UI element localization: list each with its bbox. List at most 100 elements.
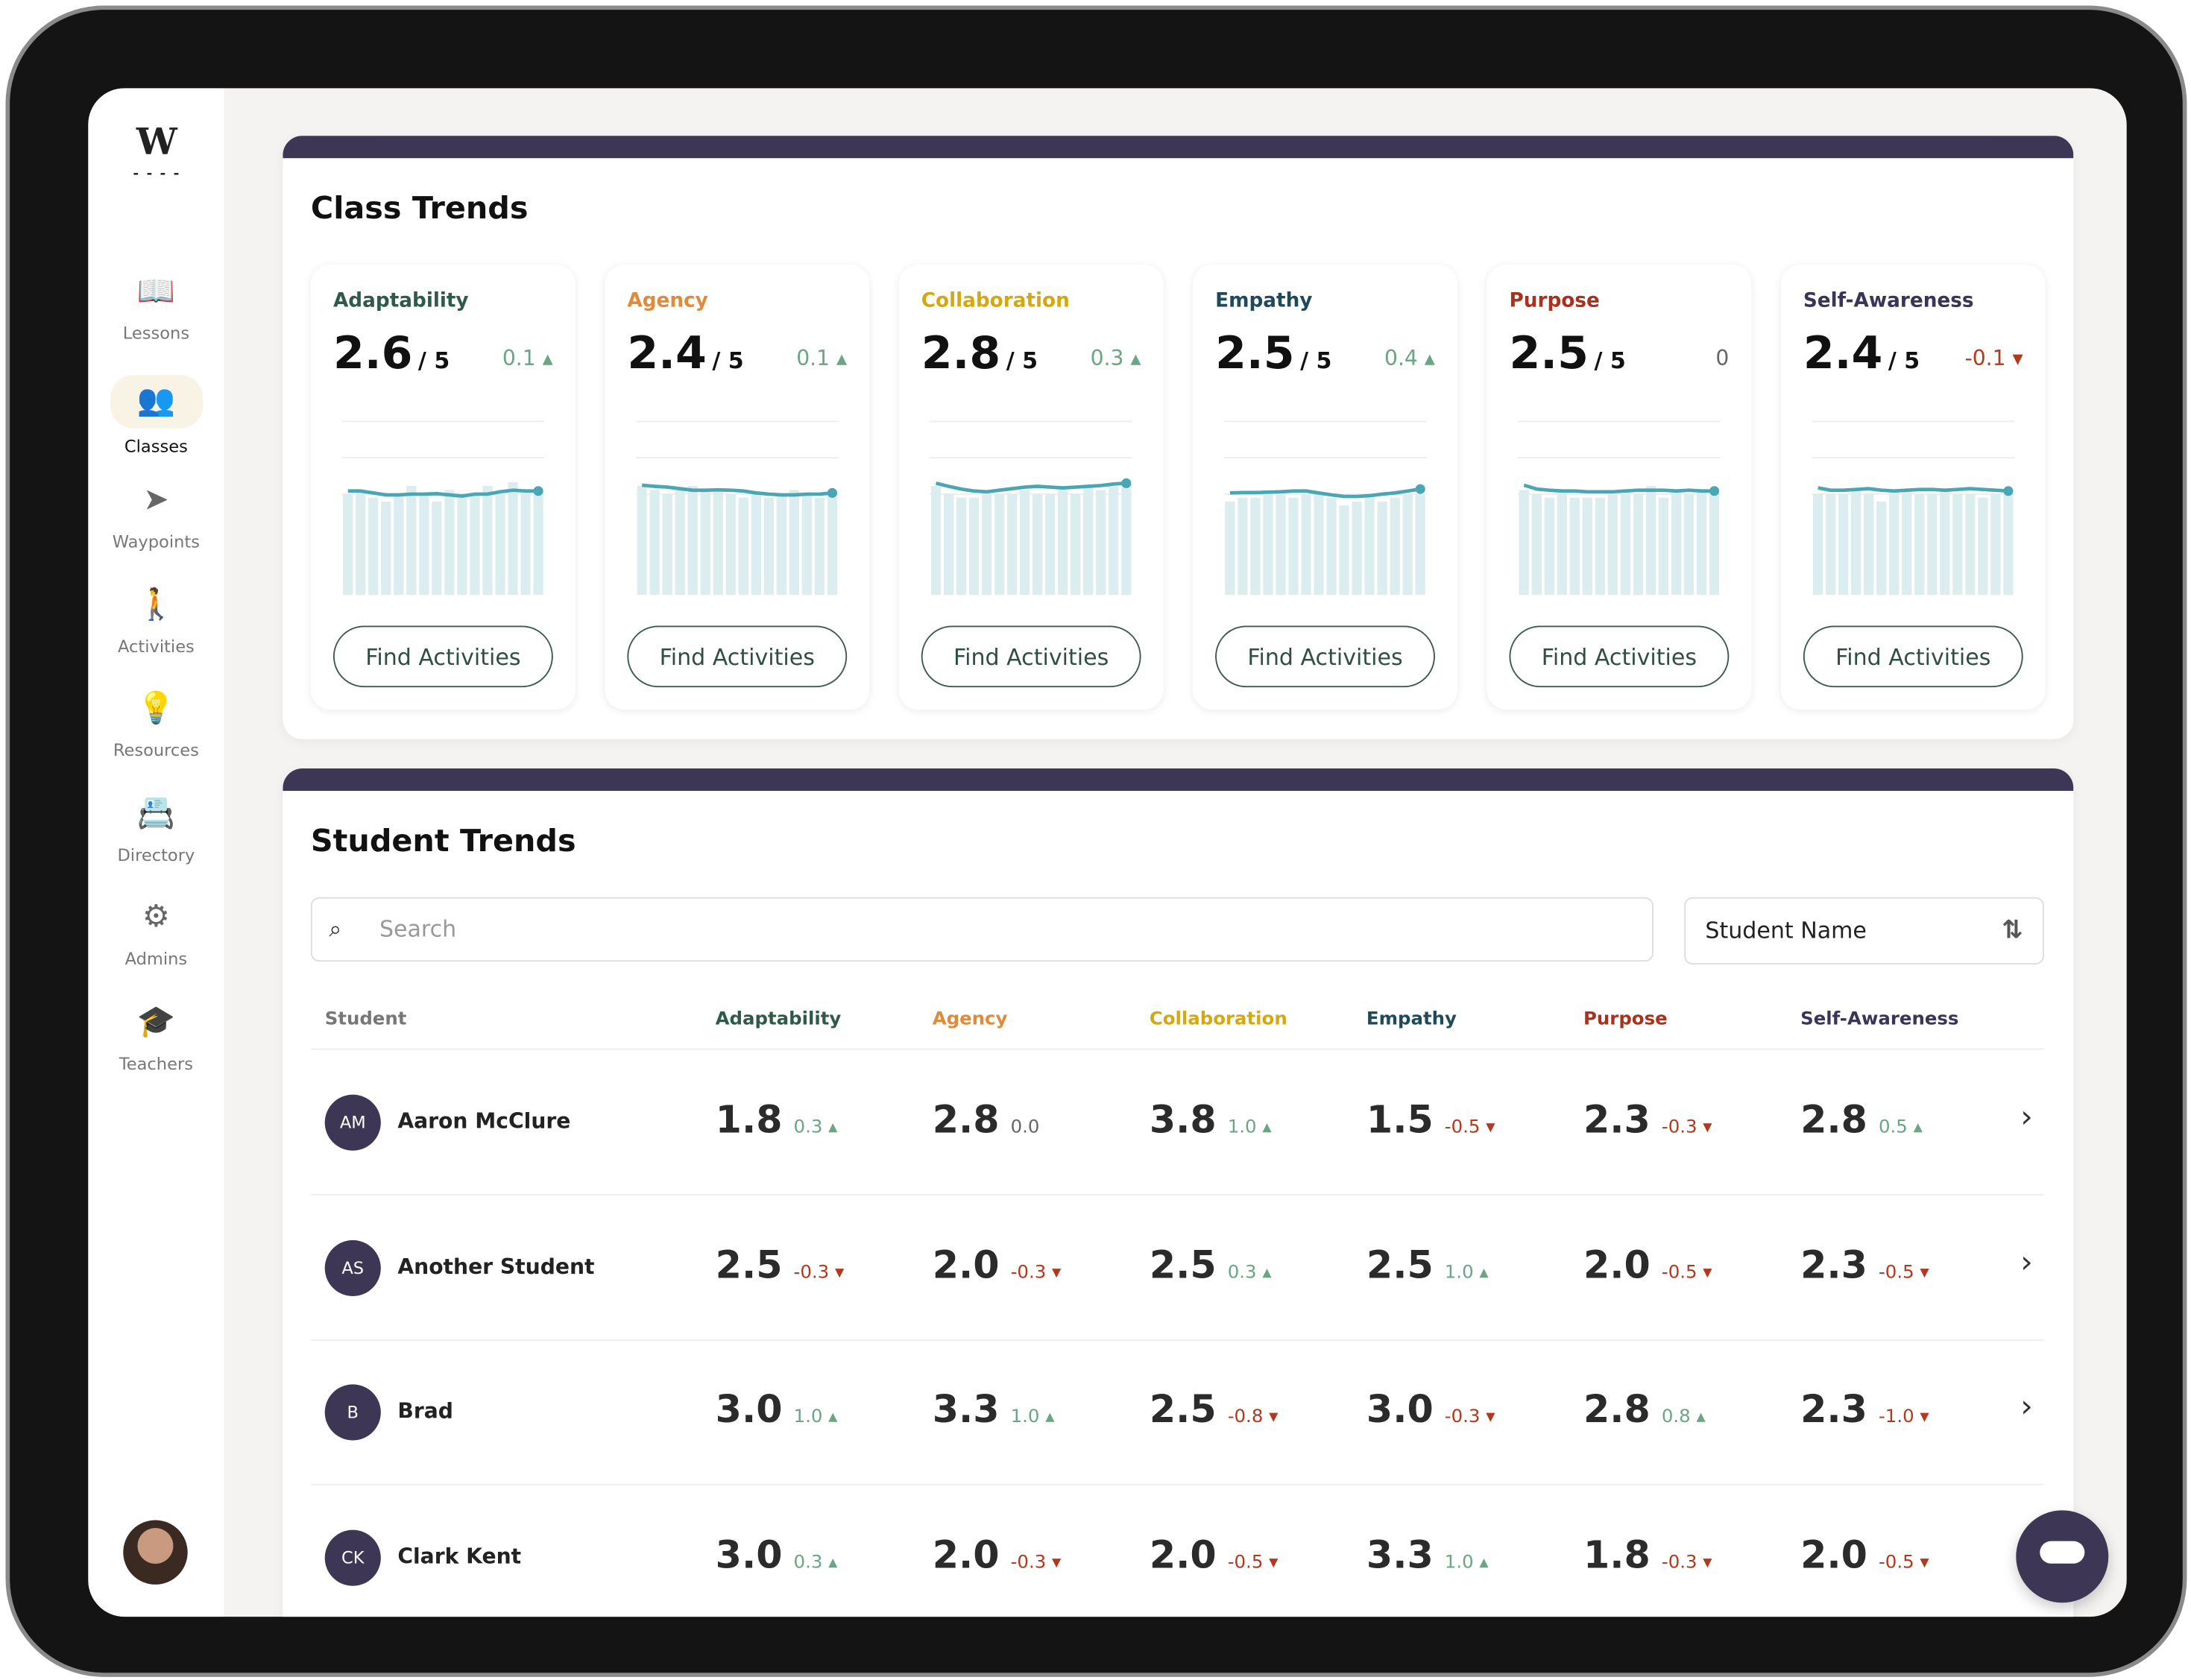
sidebar-item-classes[interactable]: 👥 Classes [88,374,224,457]
student-row[interactable]: CK Clark Kent 3.0 0.3 ▴ 2.0 -0.3 ▾ 2.0 -0.5 ▾ 3.… [311,1485,2044,1617]
trend-name: Agency [627,289,708,312]
score-cell: 2.3 -0.5 ▾ [1800,1242,1929,1297]
spark-bar [1058,490,1068,596]
student-name: Aaron McClure [397,1108,571,1134]
score-max: / 5 [1006,347,1038,374]
sidebar-item-label: Lessons [122,323,190,344]
sidebar-item-teachers[interactable]: 🎓 Teachers [88,1000,224,1075]
trend-down-icon: ▾ [1697,1117,1712,1138]
score-delta: -0.3 ▾ [1662,1552,1712,1573]
chevron-right-icon[interactable]: › [2020,1245,2033,1280]
column-header-student[interactable]: Student [324,1009,407,1031]
delta-value: -1.0 [1878,1406,1914,1428]
column-header-agency[interactable]: Agency [932,1009,1008,1031]
score-delta: -0.3 ▾ [794,1262,845,1283]
app-logo[interactable]: W - - - - [126,121,188,183]
score-cell: 3.3 1.0 ▴ [933,1387,1055,1441]
student-avatar: CK [324,1529,381,1585]
column-header-adaptability[interactable]: Adaptability [715,1009,842,1031]
panel-header-bar [283,768,2074,792]
spark-bar [675,490,685,596]
score-delta: 1.0 ▴ [1011,1406,1055,1427]
find-activities-button[interactable]: Find Activities [1509,625,1730,688]
score-delta: 1.0 ▴ [794,1406,838,1427]
search-placeholder: Search [379,915,457,942]
trend-down-icon: ▾ [1697,1551,1712,1573]
find-activities-button[interactable]: Find Activities [1215,625,1435,688]
student-row[interactable]: B Brad 3.0 1.0 ▴ 3.3 1.0 ▴ 2.5 -0.8 ▾ 3.0 -0.3 ▾ 2… [310,1339,2044,1485]
score-delta: 0.3 ▴ [1228,1262,1272,1283]
score-value: 1.8 [1583,1533,1651,1577]
spark-bar [1402,493,1413,596]
search-icon: ⌕ [329,915,342,942]
spark-line [1229,487,1421,499]
trend-name: Collaboration [921,289,1070,312]
spark-bar [725,493,736,596]
search-input[interactable]: ⌕ Search [310,897,1654,962]
score-value: 2.3 [1800,1388,1867,1433]
sidebar-item-lessons[interactable]: 📖 Lessons [88,270,224,344]
spark-bar [356,490,366,596]
spark-bar [687,486,698,596]
spark-bar [1352,501,1362,596]
score-delta: 1.0 ▴ [1445,1262,1489,1283]
sidebar-item-waypoints[interactable]: ➤ Waypoints [88,479,224,553]
find-activities-button[interactable]: Find Activities [627,625,848,688]
sidebar-item-admins[interactable]: ⚙ Admins [88,896,224,970]
spark-bar [1607,493,1618,596]
spark-bar [1314,493,1324,596]
column-header-purpose[interactable]: Purpose [1583,1009,1668,1031]
trend-up-icon: ▴ [1907,1117,1923,1138]
user-avatar[interactable] [123,1520,188,1585]
spark-bar [1864,493,1874,596]
score-value: 3.0 [715,1533,783,1577]
trend-score: 2.5/ 5 [1509,326,1625,388]
spark-bar [1377,501,1387,596]
student-trends-panel: Student Trends ⌕ Search Student Name ⇅ S… [283,768,2074,1617]
student-name: Clark Kent [397,1543,522,1569]
spark-bar [1121,486,1132,596]
student-row[interactable]: AS Another Student 2.5 -0.3 ▾ 2.0 -0.3 ▾ 2.5 0.… [310,1195,2044,1341]
spark-bar [1709,493,1720,596]
score-value: 2.8 [1800,1099,1867,1143]
trend-score: 2.4/ 5 [627,326,743,388]
delta-value: -0.8 [1227,1406,1264,1428]
find-activities-button[interactable]: Find Activities [921,625,1141,688]
spark-bar [470,493,480,596]
chevron-right-icon[interactable]: › [2020,1389,2033,1425]
score-value: 2.8 [921,326,1001,379]
sort-select[interactable]: Student Name ⇅ [1684,897,2044,964]
sort-arrows-icon[interactable]: ⇅ [2002,915,2023,945]
trend-card-collaboration: Collaboration 2.8/ 5 0.3 ▴ Find Activities [898,264,1164,710]
sidebar-item-resources[interactable]: 💡 Resources [88,687,224,762]
spark-endpoint [1709,486,1720,496]
column-header-self-awareness[interactable]: Self-Awareness [1800,1009,1959,1031]
score-delta: 1.0 ▴ [1228,1117,1272,1138]
sparkline-chart [341,420,545,596]
spark-bar [444,490,455,596]
delta-value: 1.0 [1227,1117,1257,1138]
sidebar-item-activities[interactable]: 🚶 Activities [88,583,224,657]
spark-bar [1225,501,1235,596]
column-header-collaboration[interactable]: Collaboration [1149,1009,1287,1031]
chat-button[interactable] [2016,1510,2109,1603]
sidebar-item-label: Resources [113,740,199,760]
student-row[interactable]: AM Aaron McClure 1.8 0.3 ▴ 2.8 0.0 3.8 1.0 ▴ 1.5… [310,1050,2044,1196]
trend-up-icon: ▴ [1256,1262,1272,1283]
spark-bar [1838,493,1849,596]
trend-down-icon: ▾ [1480,1406,1495,1428]
column-header-empathy[interactable]: Empathy [1366,1009,1457,1031]
score-cell: 2.0 -0.5 ▾ [1150,1532,1279,1586]
delta-value: 0.3 [793,1117,823,1138]
chevron-right-icon[interactable]: › [2020,1100,2033,1136]
find-activities-button[interactable]: Find Activities [1803,625,2023,688]
spark-bar [1415,493,1425,596]
score-value: 2.5 [1215,326,1295,379]
sidebar-item-directory[interactable]: 📇 Directory [88,792,224,866]
spark-bar [1109,486,1119,596]
find-activities-button[interactable]: Find Activities [332,625,553,688]
spark-bar [508,481,518,596]
score-delta: -0.5 ▾ [1228,1552,1279,1573]
trend-delta: 0.1 ▴ [796,346,847,371]
score-value: 2.0 [1583,1243,1651,1287]
